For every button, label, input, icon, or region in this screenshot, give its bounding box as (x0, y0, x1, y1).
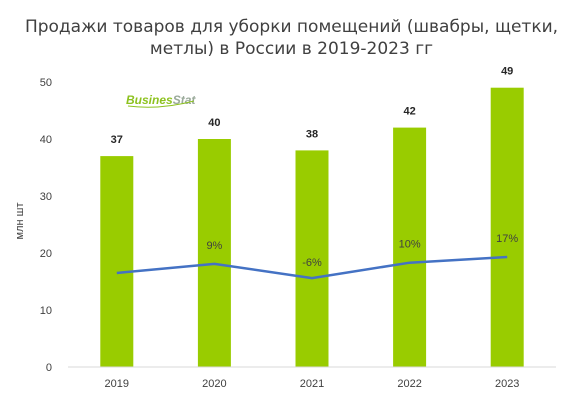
bar-value-label: 38 (306, 128, 318, 140)
x-axis-ticks: 2019 2020 2021 2022 2023 (105, 378, 520, 390)
y-tick-label: 50 (40, 77, 52, 89)
bar-value-label: 40 (208, 117, 220, 129)
chart-title-line-1: Продажи товаров для уборки помещений (шв… (25, 17, 558, 37)
growth-line (116, 255, 508, 280)
x-tick-label: 2022 (397, 378, 421, 390)
logo-swoosh (127, 100, 195, 108)
growth-label: 9% (206, 240, 222, 252)
x-tick-label: 2020 (202, 378, 226, 390)
bar-value-labels: 37 40 38 42 49 (111, 66, 514, 146)
bar-value-label: 49 (501, 66, 513, 78)
bar-2022 (393, 127, 427, 367)
bar-value-label: 37 (111, 134, 123, 146)
logo-text-busines: Busines (126, 93, 173, 107)
bar-2020 (197, 139, 231, 367)
y-tick-label: 10 (40, 305, 52, 317)
y-axis-label: млн шт (14, 203, 26, 240)
growth-label: 10% (399, 239, 421, 251)
growth-label: -6% (302, 257, 322, 269)
x-tick-label: 2023 (495, 378, 519, 390)
businesstat-logo: BusinesStat (126, 93, 196, 108)
growth-labels: 9% -6% 10% 17% (206, 233, 518, 269)
chart-title-line-2: метлы) в России в 2019-2023 гг (150, 39, 433, 59)
logo-text-stat: Stat (173, 93, 197, 107)
bar-2021 (295, 150, 329, 367)
y-tick-label: 0 (46, 362, 52, 374)
bar-2019 (100, 156, 134, 367)
y-tick-label: 40 (40, 134, 52, 146)
x-tick-label: 2019 (105, 378, 129, 390)
bar-value-label: 42 (403, 106, 415, 118)
y-tick-label: 30 (40, 191, 52, 203)
bar-2023 (490, 87, 524, 367)
y-tick-label: 20 (40, 248, 52, 260)
bars (100, 87, 524, 367)
svg-text:BusinesStat: BusinesStat (126, 93, 196, 107)
y-axis-ticks: 0 10 20 30 40 50 (40, 77, 52, 374)
growth-label: 17% (496, 233, 518, 245)
x-tick-label: 2021 (300, 378, 324, 390)
